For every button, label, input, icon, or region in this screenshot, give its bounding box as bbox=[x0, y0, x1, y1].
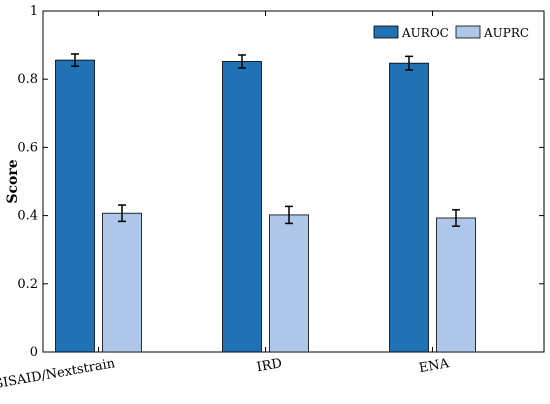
y-tick-label: 1 bbox=[30, 4, 38, 19]
y-tick-label: 0.6 bbox=[17, 140, 38, 155]
y-tick-label: 0.8 bbox=[17, 72, 38, 87]
y-tick-label: 0 bbox=[30, 345, 38, 360]
bar-auprc bbox=[436, 217, 476, 353]
y-axis-title: Score bbox=[5, 159, 21, 203]
x-tick-label: GISAID/Nextstrain bbox=[0, 356, 117, 392]
bar-auroc bbox=[389, 62, 429, 353]
x-tick-label: ENA bbox=[418, 356, 451, 376]
bar-auprc bbox=[269, 214, 309, 353]
legend-swatch-auprc bbox=[455, 25, 481, 39]
bar-auroc bbox=[222, 61, 262, 353]
x-tick-label: IRD bbox=[256, 356, 284, 375]
y-tick-label: 0.2 bbox=[17, 277, 38, 292]
legend-swatch-auroc bbox=[373, 25, 399, 39]
y-tick-label: 0.4 bbox=[17, 209, 38, 224]
bar-auroc bbox=[55, 59, 95, 353]
legend-label-auroc: AUROC bbox=[401, 26, 449, 40]
legend-label-auprc: AUPRC bbox=[483, 26, 529, 40]
bar-auprc bbox=[102, 212, 142, 353]
